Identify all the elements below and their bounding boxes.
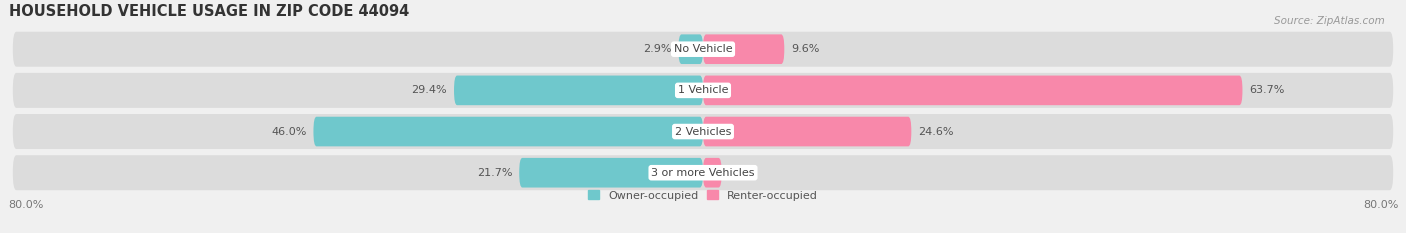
- Text: 2.9%: 2.9%: [643, 44, 672, 54]
- Text: 29.4%: 29.4%: [412, 85, 447, 95]
- FancyBboxPatch shape: [703, 34, 785, 64]
- Text: HOUSEHOLD VEHICLE USAGE IN ZIP CODE 44094: HOUSEHOLD VEHICLE USAGE IN ZIP CODE 4409…: [8, 4, 409, 19]
- FancyBboxPatch shape: [454, 75, 703, 105]
- Text: 46.0%: 46.0%: [271, 127, 307, 137]
- Text: 1 Vehicle: 1 Vehicle: [678, 85, 728, 95]
- Text: No Vehicle: No Vehicle: [673, 44, 733, 54]
- FancyBboxPatch shape: [13, 32, 1393, 67]
- FancyBboxPatch shape: [314, 117, 703, 146]
- Text: 24.6%: 24.6%: [918, 127, 953, 137]
- FancyBboxPatch shape: [703, 75, 1243, 105]
- Text: 3 or more Vehicles: 3 or more Vehicles: [651, 168, 755, 178]
- FancyBboxPatch shape: [13, 73, 1393, 108]
- Text: Source: ZipAtlas.com: Source: ZipAtlas.com: [1274, 16, 1385, 26]
- FancyBboxPatch shape: [679, 34, 703, 64]
- FancyBboxPatch shape: [703, 158, 721, 188]
- Text: 9.6%: 9.6%: [792, 44, 820, 54]
- Text: 63.7%: 63.7%: [1250, 85, 1285, 95]
- Text: 2.2%: 2.2%: [728, 168, 756, 178]
- Text: 2 Vehicles: 2 Vehicles: [675, 127, 731, 137]
- Text: 21.7%: 21.7%: [477, 168, 512, 178]
- FancyBboxPatch shape: [13, 114, 1393, 149]
- Legend: Owner-occupied, Renter-occupied: Owner-occupied, Renter-occupied: [588, 190, 818, 201]
- FancyBboxPatch shape: [519, 158, 703, 188]
- FancyBboxPatch shape: [13, 155, 1393, 190]
- FancyBboxPatch shape: [703, 117, 911, 146]
